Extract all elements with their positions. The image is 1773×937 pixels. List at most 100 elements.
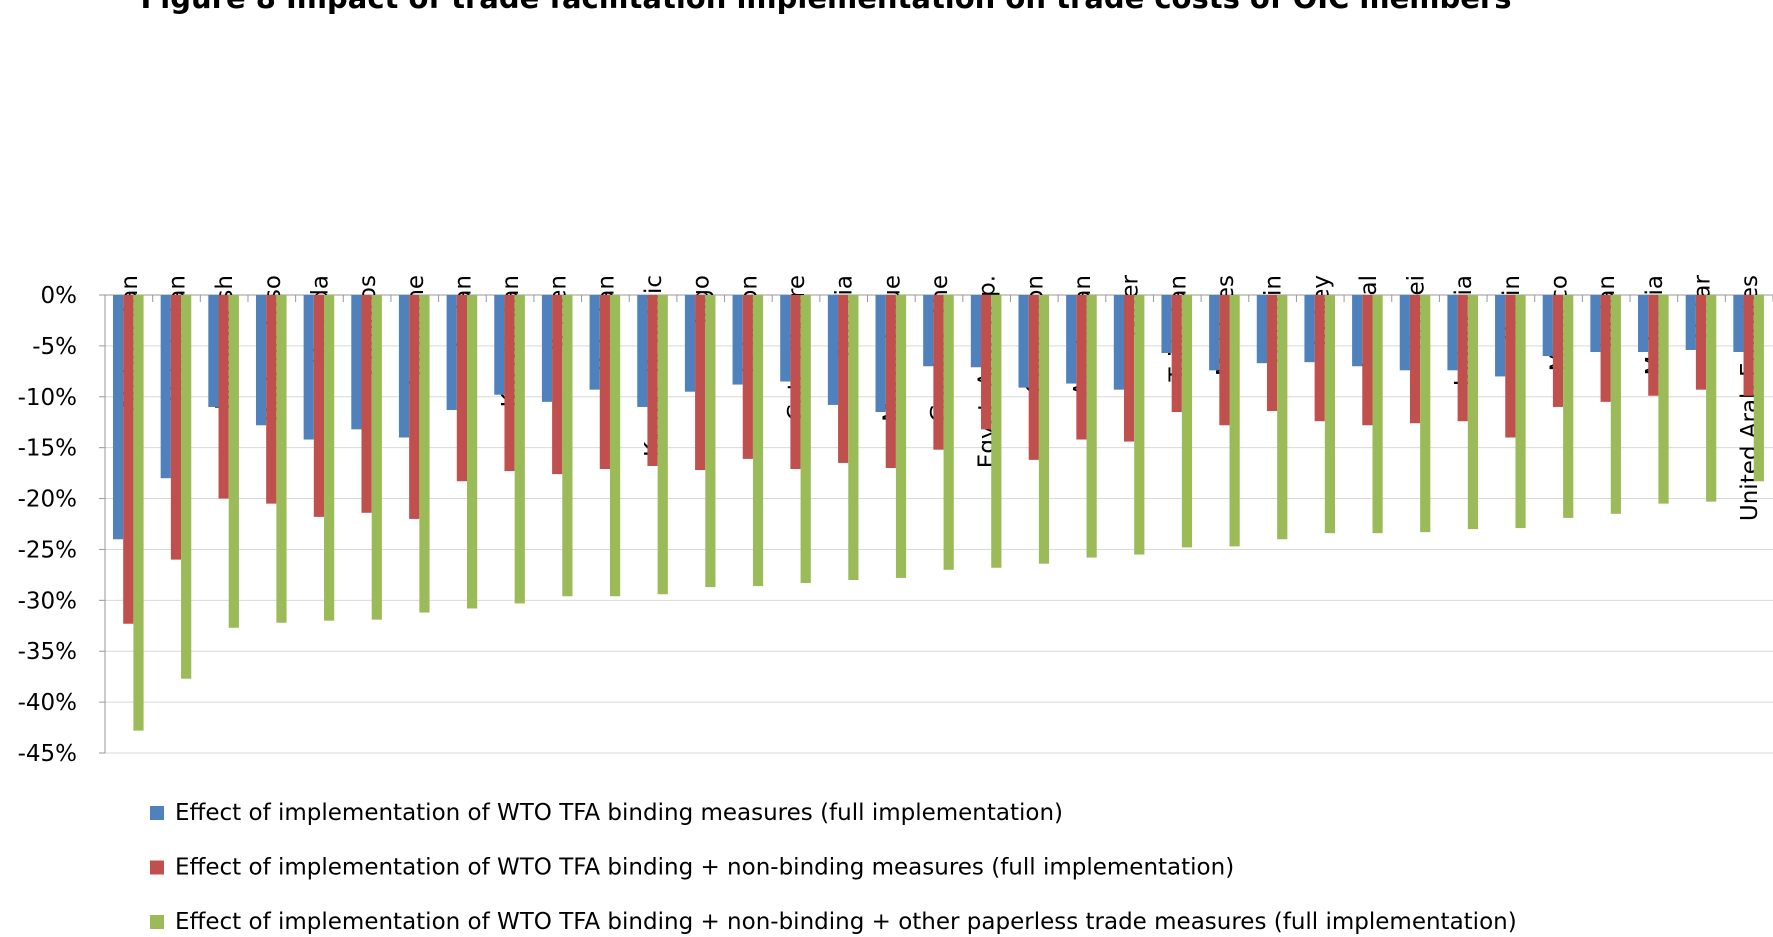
bar <box>1457 295 1468 422</box>
bar <box>1086 295 1097 558</box>
legend-label: Effect of implementation of WTO TFA bind… <box>175 909 1517 935</box>
bar <box>1447 295 1458 371</box>
bar <box>371 295 382 620</box>
bar <box>419 295 430 613</box>
y-tick-label: 0% <box>41 283 78 309</box>
legend-swatch <box>150 806 164 820</box>
bar <box>1161 295 1172 354</box>
y-tick-label: -35% <box>18 639 77 665</box>
bar <box>1066 295 1077 384</box>
bar <box>1028 295 1039 460</box>
bar <box>943 295 954 570</box>
bar <box>1695 295 1707 390</box>
bar <box>1743 295 1754 396</box>
legend-label: Effect of implementation of WTO TFA bind… <box>175 855 1234 881</box>
bar <box>398 295 410 438</box>
y-tick-label: -15% <box>18 436 77 462</box>
bar <box>1181 295 1193 548</box>
bar <box>1542 295 1553 357</box>
bar <box>1076 295 1087 440</box>
bar <box>1563 295 1574 518</box>
bar <box>324 295 335 621</box>
bar <box>1209 295 1220 371</box>
bar <box>647 295 658 466</box>
bar <box>409 295 420 519</box>
y-tick-label: -5% <box>32 334 77 360</box>
bar <box>1600 295 1611 402</box>
bar <box>303 295 314 440</box>
bar <box>637 295 648 407</box>
bar <box>1304 295 1315 363</box>
bar <box>885 295 896 469</box>
bar <box>1505 295 1516 438</box>
bar <box>1362 295 1373 426</box>
bar <box>780 295 791 382</box>
bar <box>1314 295 1325 422</box>
bar <box>313 295 325 517</box>
bar <box>1229 295 1240 547</box>
bar <box>923 295 934 367</box>
bar <box>218 295 229 499</box>
bar <box>1420 295 1431 533</box>
bar <box>266 295 277 504</box>
bar <box>446 295 457 411</box>
bar <box>684 295 696 392</box>
bar <box>1018 295 1029 388</box>
bar <box>838 295 849 463</box>
bar <box>875 295 886 413</box>
bar <box>562 295 573 597</box>
bar <box>361 295 372 513</box>
bar <box>848 295 859 580</box>
bar <box>1590 295 1601 352</box>
bar <box>467 295 478 609</box>
bar <box>514 295 525 604</box>
bar <box>276 295 287 623</box>
bar <box>1638 295 1649 352</box>
bar <box>933 295 944 450</box>
bar <box>599 295 610 470</box>
bar <box>1515 295 1526 529</box>
bar <box>1277 295 1288 540</box>
legend-swatch <box>150 915 164 929</box>
bar <box>504 295 515 472</box>
bar <box>657 295 668 595</box>
bar <box>228 295 239 628</box>
bar <box>1685 295 1696 350</box>
bar <box>1266 295 1278 412</box>
bar <box>1038 295 1050 564</box>
bar <box>589 295 600 390</box>
y-tick-label: -10% <box>18 385 77 411</box>
bar <box>255 295 267 426</box>
bar <box>552 295 563 475</box>
bar <box>1552 295 1564 407</box>
bar <box>133 295 144 731</box>
bar <box>123 295 134 624</box>
bar <box>351 295 362 430</box>
bar <box>1324 295 1336 534</box>
legend-swatch <box>150 860 164 875</box>
y-tick-label: -20% <box>18 487 77 513</box>
bar <box>181 295 192 679</box>
bar <box>1134 295 1145 555</box>
bar <box>705 295 716 588</box>
bar <box>742 295 753 459</box>
bar <box>991 295 1002 568</box>
bar <box>1124 295 1135 442</box>
bar <box>1399 295 1410 371</box>
bar <box>1171 295 1182 413</box>
bar <box>732 295 743 385</box>
bar <box>895 295 907 578</box>
bar <box>1256 295 1267 364</box>
bar <box>695 295 706 471</box>
y-tick-label: -45% <box>18 741 77 767</box>
bar <box>827 295 839 405</box>
bar <box>1706 295 1717 502</box>
bar <box>494 295 505 395</box>
y-tick-label: -25% <box>18 537 77 563</box>
bar <box>970 295 982 368</box>
bar <box>790 295 801 470</box>
bar <box>456 295 467 482</box>
y-tick-label: -40% <box>18 690 77 716</box>
bar <box>1113 295 1124 390</box>
